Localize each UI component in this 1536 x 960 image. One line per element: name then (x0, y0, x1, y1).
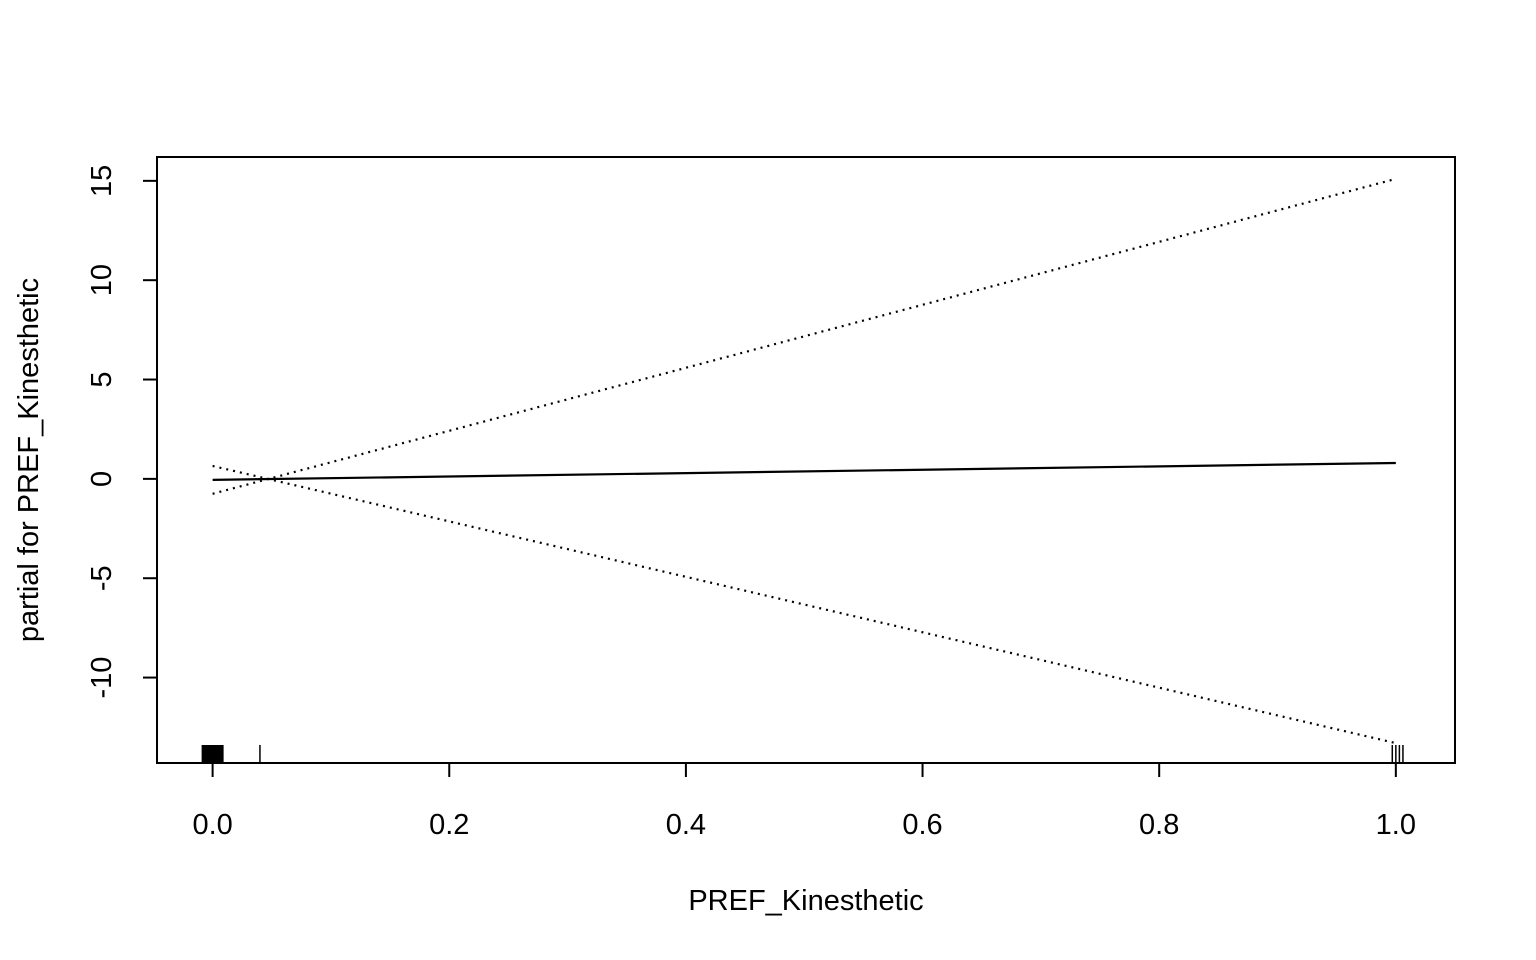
x-tick-label: 0.8 (1139, 809, 1179, 841)
plot-frame (156, 156, 1456, 764)
x-axis-label: PREF_Kinesthetic (688, 885, 923, 917)
y-tick-label: 10 (86, 264, 118, 296)
x-tick-label: 0.4 (666, 809, 706, 841)
x-axis: 0.0 0.2 0.4 0.6 0.8 1.0 (192, 762, 1416, 841)
y-axis: -10 -5 0 5 10 15 (86, 165, 158, 699)
x-tick-label: 0.6 (902, 809, 942, 841)
y-axis-label: partial for PREF_Kinesthetic (13, 278, 45, 642)
confidence-band-line (212, 177, 1397, 495)
confidence-band-line (212, 464, 1397, 745)
y-tick-label: 5 (86, 371, 118, 387)
y-tick-label: 15 (86, 165, 118, 197)
rug-mark (201, 745, 224, 763)
y-tick-label: -10 (86, 657, 118, 699)
series-layer (212, 177, 1397, 745)
y-tick-label: 0 (86, 471, 118, 487)
fit-line (212, 461, 1396, 481)
x-tick-label: 0.0 (192, 809, 232, 841)
y-tick-label: -5 (86, 565, 118, 591)
x-tick-label: 1.0 (1376, 809, 1416, 841)
rug-layer (201, 745, 1404, 763)
x-tick-label: 0.2 (429, 809, 469, 841)
